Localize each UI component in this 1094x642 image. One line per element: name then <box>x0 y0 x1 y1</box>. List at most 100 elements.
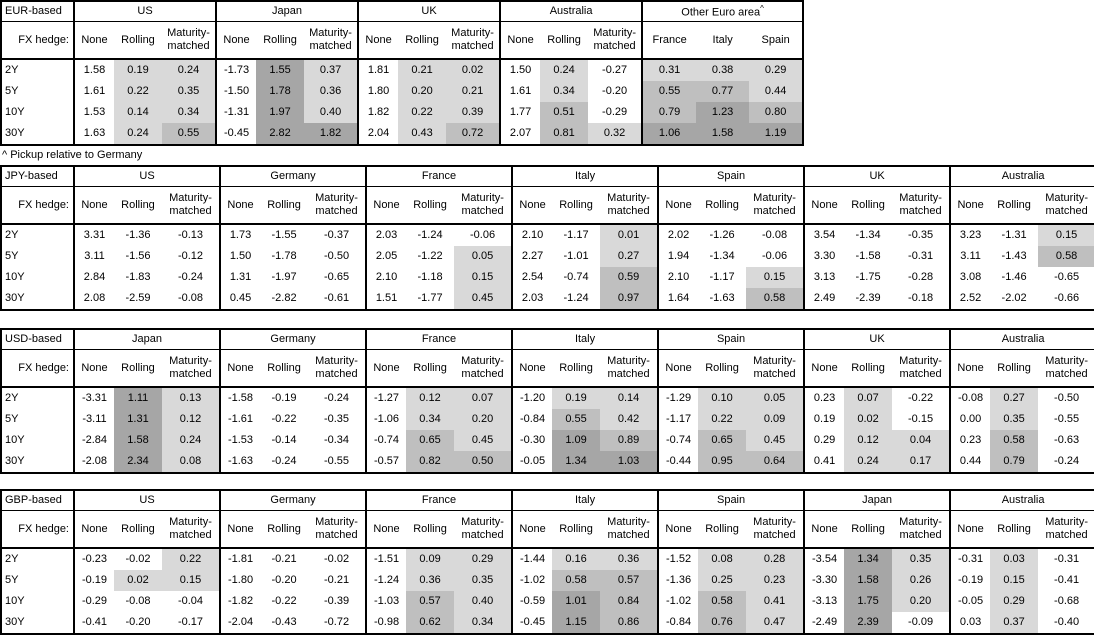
value-cell: 0.58 <box>698 591 747 612</box>
value-cell: -0.31 <box>1054 553 1080 566</box>
value-cell: -0.04 <box>177 595 204 608</box>
value-cell: -0.35 <box>323 413 350 426</box>
value-cell: -2.04 <box>219 612 261 634</box>
country-header: Germany <box>219 166 367 187</box>
value-cell: -1.53 <box>219 430 261 451</box>
country-header: US <box>72 166 221 187</box>
value-cell: 0.15 <box>1038 224 1094 246</box>
country-header: Spain <box>657 166 805 187</box>
value-cell: -0.45 <box>215 123 257 145</box>
fx-col-header: Rolling <box>114 186 162 225</box>
fx-col-header: Maturity-matched <box>892 349 951 388</box>
value-cell: -0.41 <box>1054 574 1080 587</box>
value-cell: 1.50 <box>499 59 541 81</box>
value-cell: -1.97 <box>271 271 297 284</box>
fx-col-header: Rolling <box>114 349 162 388</box>
value-cell: 2.27 <box>511 246 553 267</box>
country-name: US <box>137 5 153 18</box>
value-cell: 0.24 <box>844 451 893 473</box>
tenor-label: 10Y <box>1 591 75 612</box>
value-cell: -1.27 <box>365 387 407 409</box>
value-cell: 3.30 <box>803 246 845 267</box>
value-cell: 1.11 <box>114 387 162 409</box>
fx-col-header: Maturity-matched <box>588 21 643 60</box>
fx-hedge-label: FX hedge: <box>1 349 75 388</box>
value-cell: 0.29 <box>803 430 845 451</box>
value-cell: 1.55 <box>256 59 305 81</box>
value-cell: -0.13 <box>177 229 204 242</box>
eur-based-table: EUR-based US Japan UK Australia Other Euro ar… <box>0 0 805 146</box>
value-cell: 0.29 <box>990 591 1039 612</box>
data-row: 5Y 3.11 -1.56 -0.12 1.50 -1.78 -0.50 2.05 -1.22 0… <box>1 246 1094 267</box>
value-cell: 2.82 <box>256 123 305 145</box>
value-cell: -1.63 <box>219 451 261 473</box>
fx-col-header: Rolling <box>844 349 893 388</box>
value-cell: 0.03 <box>990 548 1039 570</box>
value-cell: 0.34 <box>540 81 589 102</box>
value-cell: 0.27 <box>600 246 659 267</box>
value-cell: -0.55 <box>1054 413 1080 426</box>
value-cell: 1.15 <box>552 612 601 634</box>
value-cell: 0.51 <box>540 102 589 123</box>
value-cell: 0.81 <box>540 123 589 145</box>
fx-col-header: Maturity-matched <box>1038 510 1094 549</box>
value-cell: 0.41 <box>803 451 845 473</box>
tenor-label: 30Y <box>1 451 75 473</box>
value-cell: 2.08 <box>73 288 114 310</box>
value-cell: -0.20 <box>271 574 297 587</box>
value-cell: 1.82 <box>304 123 359 145</box>
country-name: Australia <box>1001 333 1045 346</box>
value-cell: -1.43 <box>1001 250 1027 263</box>
country-name: Australia <box>1001 170 1045 183</box>
value-cell: 0.22 <box>398 102 447 123</box>
fx-col-header: None <box>219 186 261 225</box>
value-cell: -1.52 <box>657 548 699 570</box>
value-cell: -0.72 <box>323 616 350 629</box>
value-cell: -0.08 <box>949 387 991 409</box>
value-cell: 2.52 <box>949 288 991 310</box>
fx-col-header: Rolling <box>698 186 747 225</box>
value-cell: 0.29 <box>749 59 804 81</box>
value-cell: 0.35 <box>162 81 217 102</box>
fx-col-header: Italy <box>696 21 750 60</box>
fx-col-header: Maturity-matched <box>892 186 951 225</box>
country-name: Italy <box>574 170 596 183</box>
fx-col-header: Maturity-matched <box>600 349 659 388</box>
value-cell: -0.22 <box>908 392 934 405</box>
gbp-based-table: GBP-based US Germany France Italy Spain Japan A… <box>0 489 1094 635</box>
fx-col-header: Rolling <box>406 349 455 388</box>
value-cell: -0.02 <box>125 553 151 566</box>
fx-hedge-header-row: FX hedge: None Rolling Maturity-matched None… <box>1 186 1094 225</box>
value-cell: -1.18 <box>417 271 443 284</box>
fx-col-header: None <box>949 510 991 549</box>
value-cell: 1.19 <box>749 123 804 145</box>
value-cell: 0.86 <box>600 612 659 634</box>
value-cell: -1.01 <box>563 250 589 263</box>
value-cell: -0.37 <box>323 229 350 242</box>
value-cell: 1.81 <box>357 59 399 81</box>
fx-col-header: Maturity-matched <box>162 186 221 225</box>
data-row: 30Y 2.08 -2.59 -0.08 0.45 -2.82 -0.61 1.51 -1.77… <box>1 288 1094 310</box>
country-name: France <box>421 333 457 346</box>
value-cell: -0.19 <box>73 570 114 591</box>
value-cell: 0.37 <box>990 612 1039 634</box>
value-cell: 0.45 <box>219 288 261 310</box>
value-cell: -0.50 <box>1054 392 1080 405</box>
value-cell: -0.65 <box>323 271 350 284</box>
value-cell: 0.12 <box>844 430 893 451</box>
country-header-row: GBP-based US Germany France Italy Spain Japan A… <box>1 490 1094 511</box>
data-row: 2Y 3.31 -1.36 -0.13 1.73 -1.55 -0.37 2.03 -1.24 -… <box>1 224 1094 246</box>
value-cell: -1.17 <box>709 271 735 284</box>
tenor-label: 10Y <box>1 267 75 288</box>
value-cell: 0.20 <box>398 81 447 102</box>
value-cell: -0.29 <box>73 591 114 612</box>
country-name: US <box>139 170 155 183</box>
fx-col-header: Maturity-matched <box>454 510 513 549</box>
fx-col-header: Maturity-matched <box>1038 349 1094 388</box>
country-name: UK <box>869 333 885 346</box>
value-cell: -0.21 <box>323 574 350 587</box>
value-cell: 2.10 <box>365 267 407 288</box>
country-header: Australia <box>499 1 643 22</box>
country-header: Germany <box>219 490 367 511</box>
value-cell: 0.15 <box>990 570 1039 591</box>
